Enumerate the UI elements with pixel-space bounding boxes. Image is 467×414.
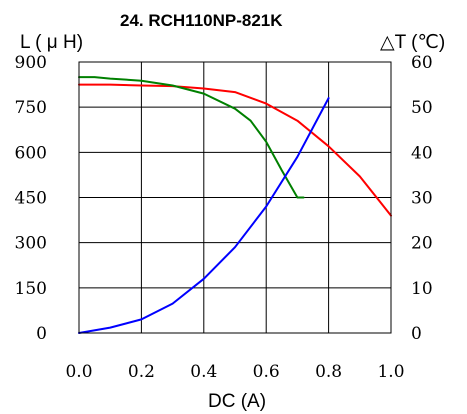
x-tick-label: 0.0 xyxy=(65,362,92,382)
series-group xyxy=(78,76,392,334)
left-y-tick-label: 300 xyxy=(15,234,47,254)
x-tick-label: 1.0 xyxy=(377,362,404,382)
left-y-tick-label: 900 xyxy=(15,53,47,73)
x-tick-label: 0.4 xyxy=(190,362,217,382)
series-line-2 xyxy=(78,76,305,199)
right-y-tick-label: 50 xyxy=(411,98,433,118)
series-line-3 xyxy=(78,97,330,334)
x-tick-label: 0.6 xyxy=(253,362,280,382)
right-y-tick-label: 20 xyxy=(411,234,433,254)
plot-frame xyxy=(78,61,392,334)
left-y-tick-label: 0 xyxy=(36,324,47,344)
left-y-tick-label: 600 xyxy=(15,143,47,163)
tick-labels: 0.0 0.2 0.4 0.6 0.8 1.0 0 150 300 450 600 750 900 0 10… xyxy=(15,53,433,382)
left-axis-label: L ( μ H) xyxy=(20,32,83,53)
right-y-tick-label: 30 xyxy=(411,189,433,209)
right-y-tick-label: 10 xyxy=(411,279,433,299)
x-tick-label: 0.2 xyxy=(128,362,155,382)
right-y-tick-label: 0 xyxy=(411,324,422,344)
right-y-tick-label: 60 xyxy=(411,53,433,73)
x-axis-label: DC (A) xyxy=(208,391,266,412)
right-axis-label: △T (℃) xyxy=(380,32,445,53)
left-y-tick-label: 450 xyxy=(15,189,47,209)
grid xyxy=(79,62,391,333)
chart-title: 24. RCH110NP-821K xyxy=(120,11,283,30)
right-y-tick-label: 40 xyxy=(411,143,433,163)
x-tick-label: 0.8 xyxy=(315,362,342,382)
left-y-tick-label: 150 xyxy=(15,279,47,299)
series-line-1 xyxy=(78,83,392,217)
left-y-tick-label: 750 xyxy=(15,98,47,118)
